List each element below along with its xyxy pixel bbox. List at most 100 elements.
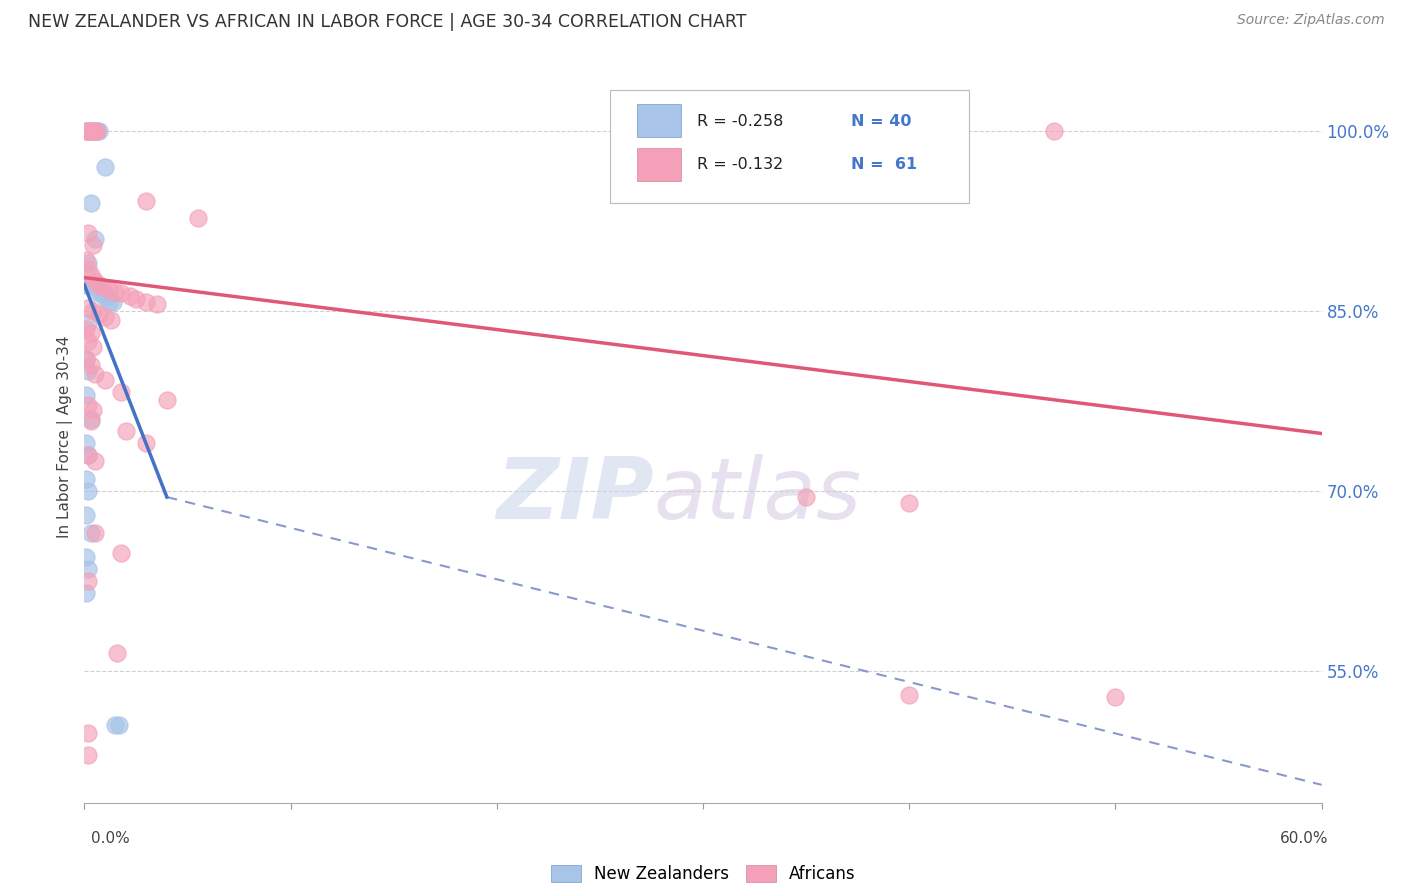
Point [75,124,97,138]
Point [77,124,100,138]
Point [79,358,101,372]
Point [77,726,100,740]
Point [75,436,97,450]
Point [94,372,117,386]
Point [77,483,100,498]
Point [75,472,97,486]
Point [94,161,117,175]
Point [75,352,97,367]
Point [83,526,105,541]
Point [77,562,100,576]
Point [86,124,108,138]
Point [83,277,105,292]
Point [103,294,125,309]
Text: 0.0%: 0.0% [91,831,131,846]
Point [94,310,117,325]
Point [82,238,104,252]
Point [77,398,100,412]
Point [187,211,209,225]
Point [75,322,97,336]
Point [114,424,136,438]
Point [135,436,157,450]
Text: atlas: atlas [654,454,862,537]
Point [1104,690,1126,705]
Point [77,334,100,348]
Point [82,402,104,417]
Point [83,367,105,381]
Point [104,718,127,732]
Point [75,508,97,522]
Point [83,124,105,138]
Point [104,285,127,299]
Point [898,496,921,510]
Point [91,286,114,301]
Point [91,280,114,294]
Point [75,277,97,292]
Point [79,526,101,541]
Point [135,294,157,309]
Point [86,124,108,138]
Point [79,124,101,138]
Y-axis label: In Labor Force | Age 30-34: In Labor Force | Age 30-34 [58,335,73,539]
Point [90,286,112,301]
Point [82,124,104,138]
Point [83,232,105,246]
Point [83,124,105,138]
Point [98,294,121,309]
Point [77,448,100,462]
Text: N = 40: N = 40 [852,113,912,128]
Point [898,688,921,702]
Text: 60.0%: 60.0% [1281,831,1329,846]
Point [110,286,132,301]
Point [77,316,100,330]
Point [77,226,100,240]
Point [77,448,100,462]
Point [86,277,108,292]
Point [156,392,179,407]
Bar [637,104,681,137]
Point [83,274,105,288]
Point [110,384,132,399]
Point [82,277,104,292]
Point [77,124,100,138]
Point [82,340,104,354]
Point [82,124,104,138]
Point [75,388,97,402]
Point [87,307,110,321]
Legend: New Zealanders, Africans: New Zealanders, Africans [544,858,862,889]
Bar [637,148,681,181]
Point [75,586,97,600]
Point [98,283,121,297]
Point [75,252,97,267]
Point [83,454,105,468]
Text: Source: ZipAtlas.com: Source: ZipAtlas.com [1237,13,1385,28]
Point [87,124,110,138]
Text: N =  61: N = 61 [852,158,918,172]
Point [77,256,100,270]
Point [77,574,100,588]
Point [108,718,131,732]
Point [79,277,101,292]
Point [75,124,97,138]
Point [135,194,157,208]
Text: NEW ZEALANDER VS AFRICAN IN LABOR FORCE | AGE 30-34 CORRELATION CHART: NEW ZEALANDER VS AFRICAN IN LABOR FORCE … [28,13,747,31]
Point [110,546,132,560]
Point [75,549,97,564]
Point [77,364,100,378]
Point [96,290,118,304]
Point [77,747,100,762]
Point [145,297,167,311]
Point [79,268,101,283]
Point [79,124,101,138]
Point [77,277,100,292]
Point [79,326,101,340]
FancyBboxPatch shape [610,90,969,203]
Point [87,286,110,301]
Point [75,352,97,367]
Point [794,490,817,504]
Point [1042,124,1064,138]
Text: R = -0.132: R = -0.132 [697,158,783,172]
Point [105,646,128,660]
Point [82,304,104,318]
Text: ZIP: ZIP [496,454,654,537]
